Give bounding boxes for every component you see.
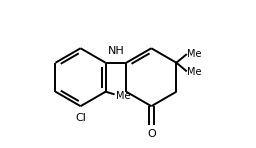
Text: NH: NH [108,45,124,56]
Text: Me: Me [116,91,131,101]
Text: Me: Me [187,67,201,77]
Text: Cl: Cl [75,113,86,123]
Text: Me: Me [187,49,201,59]
Text: O: O [147,129,156,139]
